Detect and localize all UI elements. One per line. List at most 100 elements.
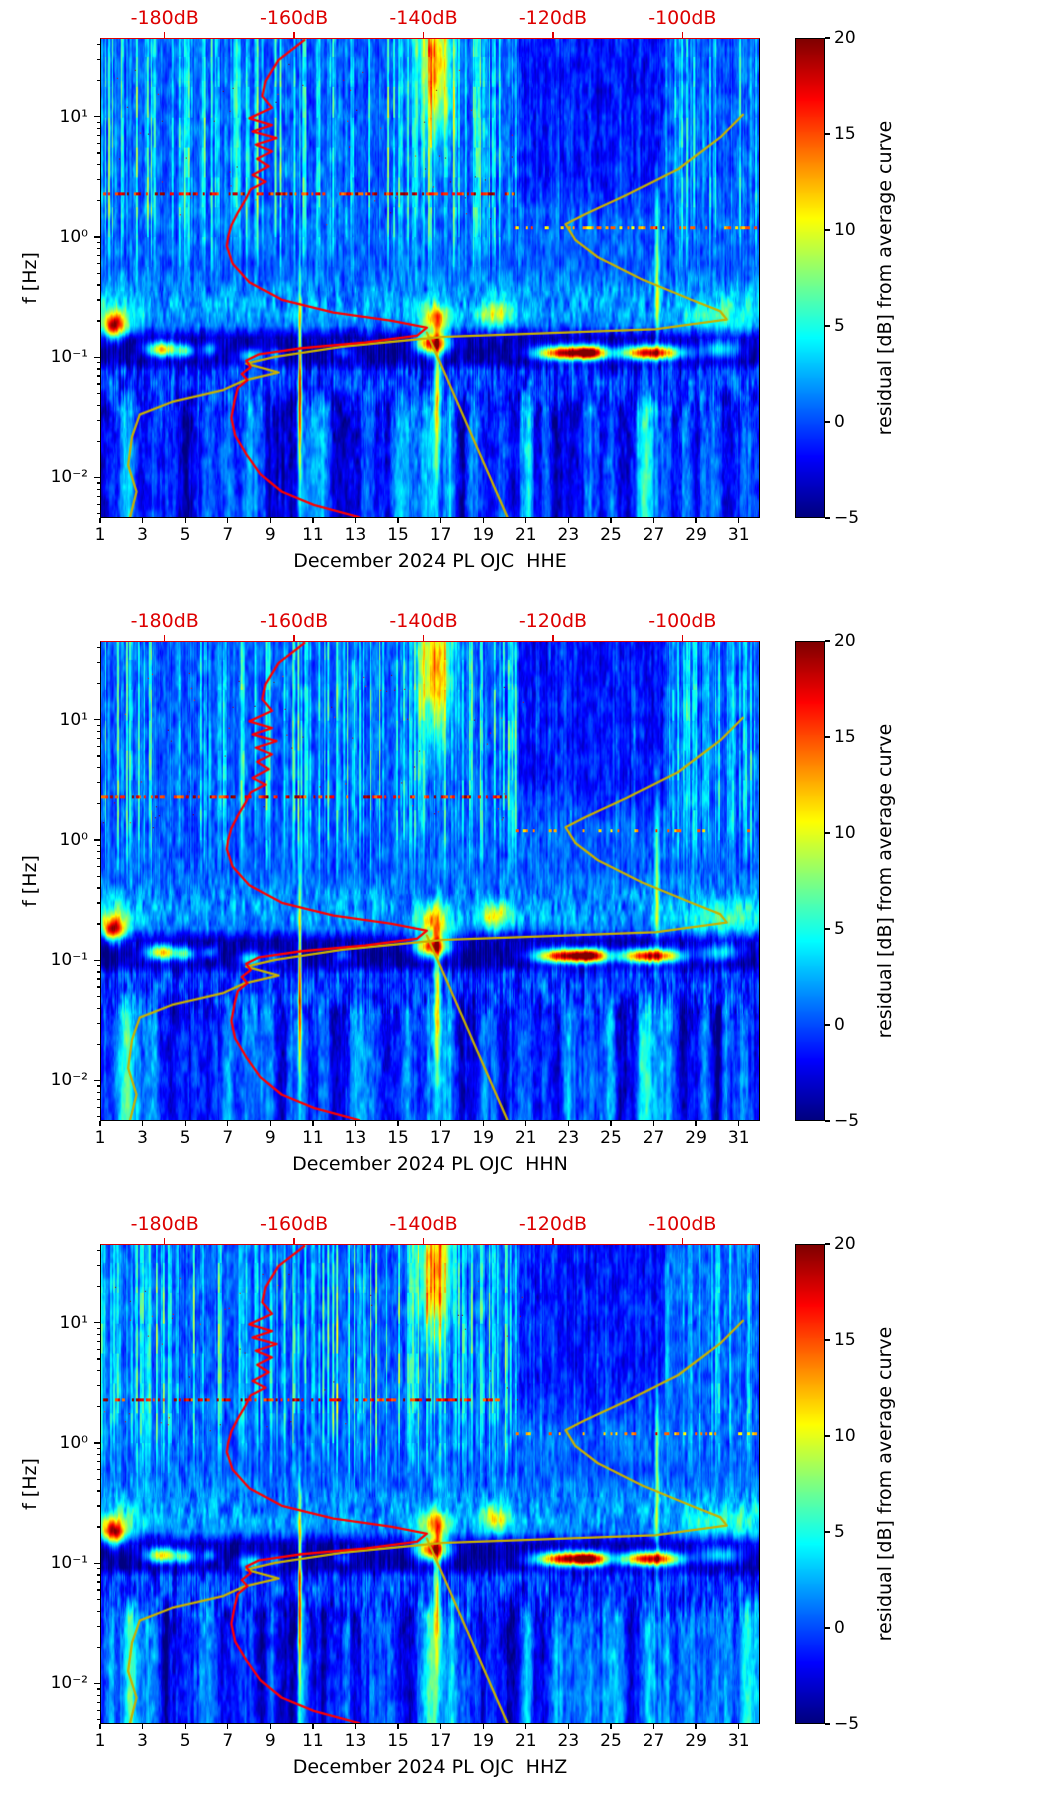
y-minor-tick — [96, 1085, 100, 1087]
x-tick — [695, 1121, 697, 1126]
top-db-label: -100dB — [648, 7, 717, 29]
x-tick — [738, 1724, 740, 1729]
y-minor-tick — [96, 1610, 100, 1612]
colorbar-tick-label: 10 — [834, 823, 856, 843]
y-tick-label: 10⁻¹ — [50, 347, 88, 368]
y-tick-label: 10⁰ — [59, 226, 88, 247]
x-tick — [397, 518, 399, 523]
top-db-label: -100dB — [648, 1213, 717, 1235]
y-tick-label: 10⁻¹ — [50, 950, 88, 971]
colorbar-tick — [825, 1243, 830, 1245]
y-minor-tick — [96, 368, 100, 370]
x-tick-label: 5 — [179, 1128, 191, 1148]
y-minor-tick — [96, 857, 100, 860]
y-minor-tick — [96, 1091, 100, 1093]
x-tick-label: 9 — [264, 1731, 276, 1751]
colorbar-tick-label: −5 — [834, 508, 860, 528]
y-minor-tick — [96, 1505, 100, 1507]
x-tick-label: 1 — [94, 525, 106, 545]
x-tick-label: 23 — [557, 1128, 580, 1148]
y-minor-tick — [96, 320, 100, 322]
colorbar — [795, 38, 825, 518]
y-minor-tick — [96, 1701, 100, 1703]
x-tick — [610, 1724, 612, 1729]
top-db-tick — [422, 32, 425, 38]
y-minor-tick — [96, 682, 100, 685]
y-minor-tick — [96, 1358, 100, 1360]
y-minor-tick — [96, 965, 100, 967]
x-tick-label: 29 — [685, 1128, 707, 1148]
y-minor-tick — [96, 851, 100, 853]
y-minor-tick — [96, 79, 100, 82]
y-axis-label: f [Hz] — [19, 1458, 41, 1510]
top-db-tick — [681, 1238, 684, 1244]
y-minor-tick — [96, 995, 100, 998]
y-minor-tick — [96, 404, 100, 406]
y-minor-tick — [96, 248, 100, 250]
y-minor-tick — [96, 1264, 100, 1266]
x-tick — [227, 518, 229, 523]
y-minor-tick — [96, 1249, 100, 1251]
x-tick-label: 31 — [727, 1128, 750, 1148]
y-minor-tick — [96, 375, 100, 377]
y-minor-tick — [96, 1340, 100, 1342]
x-tick-label: 15 — [387, 525, 409, 545]
y-minor-tick — [96, 1589, 100, 1591]
top-db-tick — [422, 1238, 425, 1244]
top-db-label: -140dB — [389, 610, 458, 632]
colorbar-tick — [825, 1723, 830, 1725]
x-tick — [354, 518, 357, 523]
colorbar-tick — [825, 229, 830, 231]
y-minor-tick — [96, 1719, 100, 1721]
y-minor-tick — [96, 121, 100, 123]
y-minor-tick — [96, 272, 100, 274]
spectrogram-plot — [100, 1244, 760, 1724]
y-minor-tick — [96, 488, 100, 490]
top-db-label: -120dB — [518, 7, 588, 29]
x-tick-label: 9 — [264, 525, 276, 545]
y-minor-tick — [96, 661, 100, 663]
y-minor-tick — [96, 1369, 100, 1372]
spectrogram-plot — [100, 641, 760, 1121]
y-minor-tick — [96, 152, 100, 154]
y-tick — [94, 718, 100, 721]
x-tick-label: 29 — [685, 1731, 707, 1751]
y-minor-tick — [96, 1116, 100, 1118]
x-tick-label: 23 — [557, 525, 580, 545]
x-tick — [652, 518, 655, 523]
x-tick — [99, 518, 101, 523]
x-tick-label: 1 — [94, 1128, 106, 1148]
y-minor-tick — [96, 178, 100, 181]
y-minor-tick — [96, 513, 100, 515]
y-tick-label: 10⁻² — [50, 1673, 88, 1694]
x-tick-label: 29 — [685, 525, 707, 545]
x-tick-label: 21 — [514, 1128, 537, 1148]
x-tick — [141, 518, 144, 523]
y-minor-tick — [96, 866, 100, 868]
spectrogram-plot — [100, 38, 760, 518]
top-db-label: -160dB — [260, 7, 329, 29]
y-minor-tick — [96, 1526, 100, 1528]
x-axis-label: December 2024 PL OJC HHE — [293, 550, 567, 572]
colorbar-label: residual [dB] from average curve — [874, 120, 896, 436]
colorbar-tick — [825, 640, 830, 642]
x-tick — [567, 518, 570, 523]
x-tick — [610, 1121, 612, 1126]
y-minor-tick — [96, 646, 100, 648]
y-tick-label: 10⁻¹ — [50, 1553, 88, 1574]
x-tick — [482, 1121, 484, 1126]
y-minor-tick — [96, 1709, 100, 1711]
x-tick — [525, 1121, 527, 1126]
x-tick — [354, 1724, 357, 1729]
y-minor-tick — [96, 781, 100, 784]
top-db-tick — [681, 32, 684, 38]
y-tick-label: 10⁰ — [59, 1432, 88, 1453]
y-minor-tick — [96, 419, 100, 421]
x-tick — [227, 1121, 229, 1126]
y-minor-tick — [96, 392, 100, 395]
x-tick — [184, 518, 186, 523]
colorbar-tick — [825, 928, 830, 930]
y-minor-tick — [96, 1454, 100, 1456]
x-tick-label: 21 — [514, 1731, 537, 1751]
x-tick — [354, 1121, 357, 1126]
